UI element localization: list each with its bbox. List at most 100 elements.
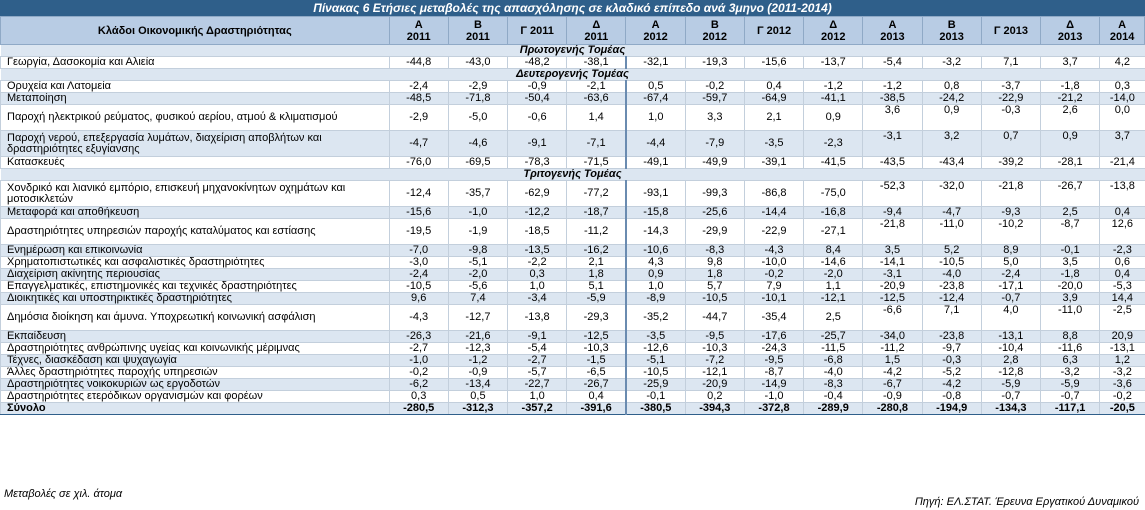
value-cell: -2,5 — [1099, 304, 1145, 331]
value-cell: -394,3 — [684, 402, 745, 415]
value-cell: 1,2 — [1099, 354, 1145, 367]
table-row: Επαγγελματικές, επιστημονικές και τεχνικ… — [0, 280, 1145, 293]
value-cell: -280,5 — [388, 402, 449, 415]
table-body: Πρωτογενής Τομέας Γεωργία, Δασοκομία και … — [0, 44, 1145, 415]
activity-label: Μεταφορά και αποθήκευση — [0, 206, 390, 219]
value-cell: -11,5 — [803, 342, 863, 355]
value-cell: -75,0 — [803, 180, 863, 207]
value-cell: 2,5 — [803, 304, 863, 331]
value-cell: 0,9 — [624, 268, 686, 281]
value-cell: -10,3 — [566, 342, 626, 355]
value-cell: -117,1 — [1039, 402, 1100, 415]
table-row: Διαχείριση ακίνητης περιουσίας -2,4 -2,0 0,… — [0, 268, 1145, 281]
column-header: Γ 2012 — [743, 16, 805, 45]
value-cell: -25,7 — [803, 330, 863, 343]
value-cell: -13,8 — [507, 304, 567, 331]
column-header: Δ 2012 — [803, 16, 864, 45]
value-cell: -11,2 — [566, 218, 626, 245]
activity-label: Δραστηριότητες ανθρώπινης υγείας και κοι… — [0, 342, 390, 355]
value-cell: -0,2 — [388, 366, 449, 379]
value-cell: -8,3 — [803, 378, 863, 391]
value-cell: 20,9 — [1099, 330, 1145, 343]
value-cell: -3,5 — [624, 330, 686, 343]
value-cell: -194,9 — [921, 402, 982, 415]
value-cell: -2,4 — [388, 268, 449, 281]
value-cell: -21,8 — [980, 180, 1041, 207]
value-cell: 5,1 — [566, 280, 626, 293]
value-cell: -5,1 — [624, 354, 686, 367]
value-cell: -59,7 — [684, 92, 745, 105]
value-cell: -312,3 — [447, 402, 508, 415]
value-cell: -41,1 — [803, 92, 863, 105]
value-cell: 0,9 — [921, 104, 982, 131]
value-cell: -3,2 — [1039, 366, 1100, 379]
value-cell: -63,6 — [566, 92, 626, 105]
value-cell: -11,0 — [921, 218, 982, 245]
value-cell: -21,6 — [447, 330, 508, 343]
value-cell: -2,9 — [447, 80, 508, 93]
activity-label: Παροχή ηλεκτρικού ρεύματος, φυσικού αερί… — [0, 104, 390, 131]
value-cell: -6,8 — [803, 354, 863, 367]
value-cell: -11,0 — [1039, 304, 1100, 331]
value-cell: -11,2 — [862, 342, 923, 355]
value-cell: -11,6 — [1039, 342, 1100, 355]
footnote: Μεταβολές σε χιλ. άτομα — [4, 488, 123, 500]
value-cell: -4,0 — [803, 366, 863, 379]
value-cell: -1,2 — [862, 80, 923, 93]
value-cell: -35,4 — [743, 304, 804, 331]
activity-label: Επαγγελματικές, επιστημονικές και τεχνικ… — [0, 280, 390, 293]
value-cell: -3,1 — [862, 130, 923, 157]
value-cell: -3,2 — [1099, 366, 1145, 379]
value-cell: 0,8 — [921, 80, 982, 93]
value-cell: 9,8 — [684, 256, 745, 269]
activity-label: Δραστηριότητες υπηρεσιών παροχής καταλύμ… — [0, 218, 390, 245]
value-cell: -10,3 — [684, 342, 745, 355]
value-cell: -10,5 — [624, 366, 686, 379]
value-cell: -357,2 — [507, 402, 567, 415]
table-row: Χρηματοπιστωτικές και ασφαλιστικές δραστ… — [0, 256, 1145, 269]
value-cell: -41,5 — [803, 156, 863, 169]
value-cell: 3,6 — [862, 104, 923, 131]
value-cell: 2,6 — [1039, 104, 1100, 131]
value-cell: -39,2 — [980, 156, 1041, 169]
value-cell: -6,6 — [862, 304, 923, 331]
value-cell: 3,7 — [1099, 130, 1145, 157]
value-cell: 0,3 — [388, 390, 449, 403]
value-cell: 8,4 — [803, 244, 863, 257]
value-cell: 0,4 — [743, 80, 804, 93]
value-cell: -4,7 — [388, 130, 449, 157]
value-cell: -391,6 — [566, 402, 626, 415]
table-row: Εκπαίδευση -26,3 -21,6 -9,1 -12,5 -3,5 -9,5 -17… — [0, 330, 1145, 343]
value-cell: -0,6 — [507, 104, 567, 131]
value-cell: -2,2 — [507, 256, 567, 269]
value-cell: 14,4 — [1099, 292, 1145, 305]
activity-label: Εκπαίδευση — [0, 330, 390, 343]
value-cell: -10,6 — [624, 244, 686, 257]
value-cell: -14,6 — [803, 256, 863, 269]
value-cell: -10,1 — [743, 292, 804, 305]
value-cell: -22,9 — [980, 92, 1041, 105]
value-cell: 1,0 — [507, 390, 567, 403]
value-cell: -20,9 — [684, 378, 745, 391]
value-cell: -12,7 — [447, 304, 508, 331]
value-cell: -5,1 — [447, 256, 508, 269]
column-header: Β 2011 — [447, 16, 509, 45]
value-cell: 4,0 — [980, 304, 1041, 331]
value-cell: -0,7 — [980, 292, 1041, 305]
value-cell: -5,0 — [447, 104, 508, 131]
value-cell: -4,6 — [447, 130, 508, 157]
value-cell: 9,6 — [388, 292, 449, 305]
value-cell: -372,8 — [743, 402, 804, 415]
value-cell: -50,4 — [507, 92, 567, 105]
value-cell: -67,4 — [624, 92, 686, 105]
value-cell: -2,3 — [1099, 244, 1145, 257]
value-cell: 1,0 — [624, 104, 686, 131]
value-cell: -64,9 — [743, 92, 804, 105]
value-cell: -25,9 — [624, 378, 686, 391]
value-cell: 0,3 — [507, 268, 567, 281]
value-cell: -3,6 — [1099, 378, 1145, 391]
value-cell: 4,3 — [624, 256, 686, 269]
value-cell: 4,2 — [1099, 56, 1145, 69]
value-cell: -134,3 — [980, 402, 1041, 415]
value-cell: 7,1 — [921, 304, 982, 331]
